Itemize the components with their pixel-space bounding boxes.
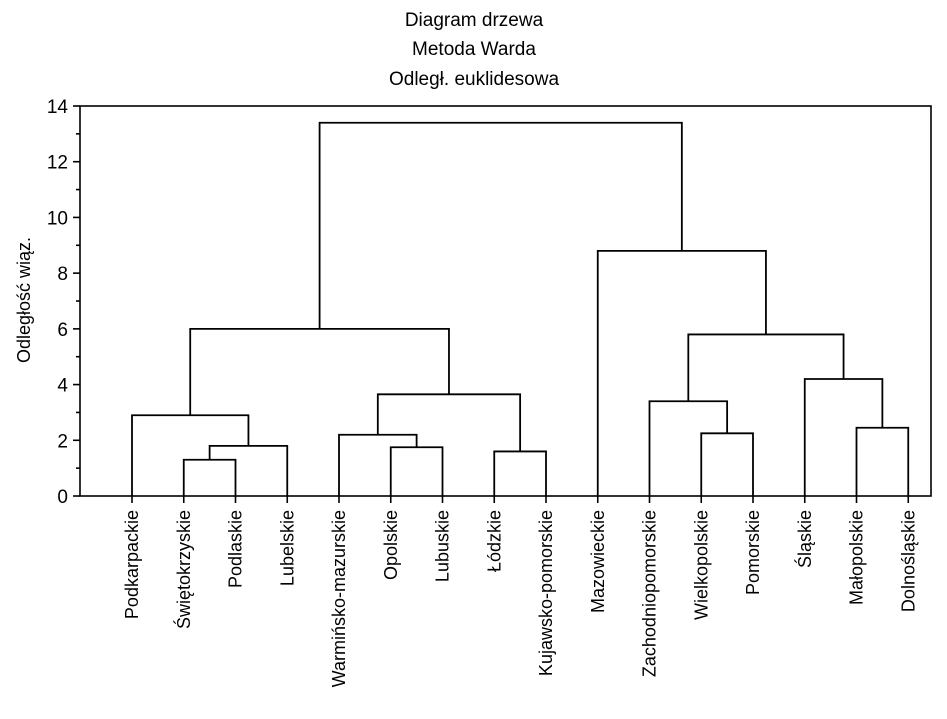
leaf-label: Lubelskie [277, 510, 297, 586]
y-tick-label: 10 [47, 208, 68, 229]
leaf-label: Dolnośląskie [898, 510, 918, 612]
leaf-label: Małopolskie [847, 510, 867, 605]
plot-frame [80, 106, 931, 496]
dendrogram-link [701, 433, 753, 496]
y-axis-label: Odległość wiąz. [14, 237, 34, 363]
leaf-label: Podkarpackie [122, 510, 142, 619]
dendrogram-link [210, 446, 288, 496]
dendrogram-link [339, 435, 417, 496]
chart-title-line-3: Odległ. euklidesowa [389, 69, 559, 90]
chart-title-line-2: Metoda Warda [412, 39, 536, 60]
y-axis: 0 2 4 6 8 10 12 14 [47, 97, 80, 508]
chart-title: Diagram drzewa Metoda Warda Odległ. eukl… [389, 10, 559, 90]
y-tick-label: 2 [57, 431, 68, 452]
leaf-label: Lubuskie [433, 510, 453, 582]
dendrogram-link [650, 401, 728, 496]
y-tick-label: 12 [47, 153, 68, 174]
y-tick-label: 14 [47, 97, 69, 118]
leaf-label: Mazowieckie [588, 510, 608, 613]
y-tick-label: 4 [57, 376, 68, 397]
dendrogram-link [320, 123, 682, 329]
leaf-label: Pomorskie [743, 510, 763, 595]
y-tick-label: 0 [57, 487, 68, 508]
y-tick-label: 6 [57, 320, 68, 341]
chart-title-line-1: Diagram drzewa [405, 10, 544, 31]
leaf-label: Opolskie [381, 510, 401, 580]
leaf-label: Zachodniopomorskie [640, 510, 660, 677]
dendrogram-link [391, 447, 443, 496]
leaf-label: Podlaskie [226, 510, 246, 588]
y-tick-label: 8 [57, 264, 68, 285]
leaf-labels: Podkarpackie Świętokrzyskie Podlaskie Lubel… [122, 510, 918, 687]
dendrogram-link [190, 329, 449, 415]
dendrogram-link [805, 379, 883, 496]
leaf-label: Wielkopolskie [691, 510, 711, 620]
dendrogram-link [132, 415, 248, 496]
dendrogram-link [494, 451, 546, 496]
dendrogram-link [184, 460, 236, 496]
dendrogram-link [598, 251, 766, 496]
x-axis-ticks [132, 496, 908, 503]
dendrogram-links [132, 123, 908, 496]
leaf-label: Śląskie [794, 510, 815, 568]
leaf-label: Świętokrzyskie [173, 510, 194, 629]
dendrogram-link [857, 428, 909, 496]
dendrogram-link [378, 394, 520, 451]
dendrogram-link [688, 334, 843, 401]
leaf-label: Kujawsko-pomorskie [536, 510, 556, 676]
leaf-label: Łódzkie [484, 510, 504, 572]
leaf-label: Warmińsko-mazurskie [329, 510, 349, 687]
